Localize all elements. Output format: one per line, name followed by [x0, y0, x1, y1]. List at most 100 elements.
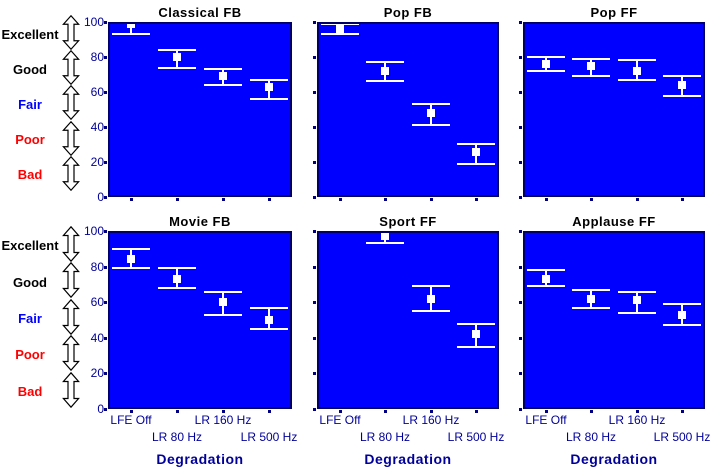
errorbar-cap-low: [412, 124, 450, 126]
y-axis-tick: [313, 408, 316, 411]
errorbar-cap-low: [457, 163, 495, 165]
quality-label-fair: Fair: [18, 311, 42, 326]
errorbar-marker: [381, 67, 389, 75]
errorbar-cap-low: [250, 98, 288, 100]
x-axis-tick: [176, 410, 179, 413]
y-axis-tick: [313, 337, 316, 340]
errorbar-cap-low: [158, 287, 196, 289]
errorbar-cap-high: [250, 307, 288, 309]
errorbar-marker: [587, 62, 595, 70]
errorbar-cap-high: [663, 303, 701, 305]
errorbar-marker: [219, 72, 227, 80]
range-arrow-icon: [62, 372, 80, 408]
x-axis-tick: [268, 410, 271, 413]
y-axis-tick: [519, 161, 522, 164]
plot-area-pop-fb: [317, 22, 499, 197]
errorbar-cap-high: [618, 59, 656, 61]
range-arrow-icon: [62, 299, 80, 335]
y-axis-tick: [104, 372, 107, 375]
errorbar-marker: [542, 60, 550, 68]
errorbar-cap-low: [250, 328, 288, 330]
x-axis-tick: [430, 410, 433, 413]
y-axis-tick: [519, 230, 522, 233]
x-tick-label-lr-80-hz: LR 80 Hz: [565, 430, 617, 444]
errorbar-marker: [173, 53, 181, 61]
subplot-title-movie-fb: Movie FB: [169, 214, 231, 229]
errorbar-marker: [587, 295, 595, 303]
subplot-title-pop-ff: Pop FF: [590, 5, 638, 20]
y-axis-tick: [313, 91, 316, 94]
quality-label-good: Good: [13, 62, 47, 77]
errorbar-line: [130, 22, 132, 34]
y-axis-tick: [313, 21, 316, 24]
errorbar-cap-high: [663, 75, 701, 77]
range-arrow-icon: [62, 226, 80, 262]
y-axis-tick: [104, 230, 107, 233]
quality-label-excellent: Excellent: [1, 238, 59, 253]
x-axis-tick: [176, 198, 179, 201]
x-axis-tick: [475, 198, 478, 201]
x-tick-label-lr-160-hz: LR 160 Hz: [194, 413, 252, 427]
y-tick-label: 80: [90, 50, 104, 64]
y-axis-tick: [104, 266, 107, 269]
quality-label-bad: Bad: [17, 167, 43, 182]
errorbar-cap-high: [112, 248, 150, 250]
errorbar-cap-high: [321, 23, 359, 25]
plot-area-applause-ff: [523, 231, 705, 409]
y-axis-tick: [519, 266, 522, 269]
errorbar-cap-low: [663, 95, 701, 97]
y-axis-tick: [519, 126, 522, 129]
x-tick-label-lr-160-hz: LR 160 Hz: [402, 413, 460, 427]
quality-label-good: Good: [13, 275, 47, 290]
errorbar-marker: [381, 232, 389, 240]
x-axis-tick: [339, 410, 342, 413]
x-axis-tick: [384, 410, 387, 413]
errorbar-marker: [633, 67, 641, 75]
y-tick-label: 20: [90, 366, 104, 380]
y-axis-tick: [519, 91, 522, 94]
x-axis-tick: [681, 410, 684, 413]
quality-label-poor: Poor: [15, 347, 45, 362]
errorbar-cap-low: [321, 33, 359, 35]
errorbar-cap-high: [527, 269, 565, 271]
errorbar-cap-low: [412, 310, 450, 312]
errorbar-marker: [265, 83, 273, 91]
y-tick-label: 60: [90, 85, 104, 99]
plot-frame: [317, 22, 499, 197]
errorbar-cap-low: [204, 314, 242, 316]
errorbar-cap-low: [663, 324, 701, 326]
x-tick-label-lr-160-hz: LR 160 Hz: [608, 413, 666, 427]
y-tick-label: 0: [97, 190, 104, 204]
errorbar-marker: [542, 275, 550, 283]
errorbar-cap-high: [204, 68, 242, 70]
y-axis-tick: [104, 337, 107, 340]
range-arrow-icon: [62, 15, 80, 50]
x-axis-tick: [590, 410, 593, 413]
x-axis-tick: [130, 410, 133, 413]
subplot-title-sport-ff: Sport FF: [379, 214, 437, 229]
x-axis-tick: [222, 198, 225, 201]
x-tick-label-lr-80-hz: LR 80 Hz: [151, 430, 203, 444]
x-axis-tick: [268, 198, 271, 201]
y-axis-tick: [104, 301, 107, 304]
range-arrow-icon: [62, 335, 80, 371]
errorbar-cap-high: [366, 61, 404, 63]
y-axis-tick: [104, 21, 107, 24]
errorbar-marker: [472, 330, 480, 338]
errorbar-cap-low: [112, 267, 150, 269]
errorbar-cap-low: [366, 80, 404, 82]
errorbar-cap-high: [412, 285, 450, 287]
errorbar-cap-low: [204, 84, 242, 86]
range-arrow-icon: [62, 50, 80, 85]
errorbar-marker: [678, 311, 686, 319]
y-axis-tick: [104, 196, 107, 199]
errorbar-cap-high: [158, 49, 196, 51]
x-axis-tick: [475, 410, 478, 413]
x-tick-label-lr-500-hz: LR 500 Hz: [653, 430, 711, 444]
quality-label-poor: Poor: [15, 132, 45, 147]
x-axis-title: Degradation: [570, 451, 658, 467]
errorbar-marker: [427, 295, 435, 303]
errorbar-cap-low: [457, 346, 495, 348]
quality-label-fair: Fair: [18, 97, 42, 112]
